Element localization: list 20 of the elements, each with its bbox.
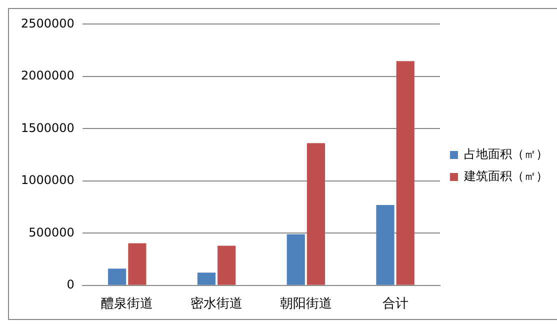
bar — [286, 234, 305, 285]
y-tick-label: 2000000 — [20, 68, 74, 83]
bar — [128, 243, 146, 285]
y-tick-label: 1000000 — [20, 173, 74, 188]
bar — [197, 272, 216, 285]
bar — [108, 268, 126, 285]
bar — [396, 61, 414, 285]
y-tick-label: 500000 — [28, 225, 74, 240]
x-tick-label: 合计 — [382, 296, 408, 312]
bar — [306, 143, 326, 285]
legend-label: 占地面积（㎡） — [464, 147, 548, 162]
y-tick-label: 2500000 — [20, 16, 74, 30]
x-tick-label: 密水街道 — [190, 296, 243, 312]
bar — [218, 246, 236, 285]
bar — [376, 204, 394, 285]
y-tick-label: 1500000 — [20, 120, 74, 135]
x-tick-label: 朝阳街道 — [280, 296, 332, 312]
legend-label: 建筑面积（㎡） — [463, 169, 548, 184]
y-tick-label: 0 — [66, 278, 74, 292]
x-tick-label: 醴泉街道 — [101, 296, 154, 312]
